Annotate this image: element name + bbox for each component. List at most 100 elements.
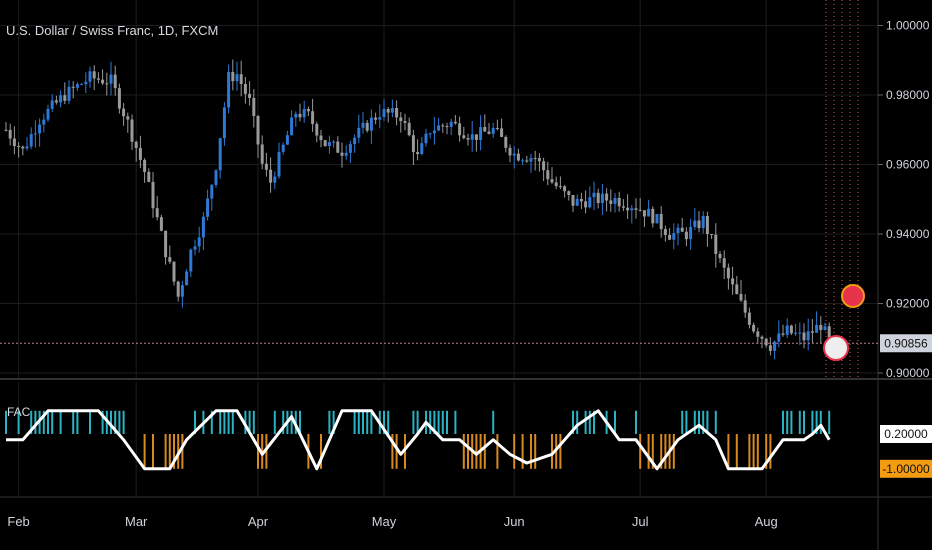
candle-body	[155, 208, 159, 218]
candle-body	[361, 122, 365, 128]
candle-body	[8, 129, 12, 139]
candle-body	[441, 125, 445, 127]
candle-body	[105, 83, 109, 85]
candle-body	[374, 117, 378, 120]
candle-body	[584, 201, 588, 208]
candle-body	[323, 140, 327, 147]
candle-body	[428, 133, 432, 135]
osc-tick-label: -1.00000	[882, 462, 930, 476]
candle-body	[542, 161, 546, 171]
candle-body	[437, 125, 441, 131]
candle-body	[17, 146, 21, 148]
candle-body	[59, 95, 63, 103]
time-axis-label: Mar	[125, 514, 148, 529]
candle-body	[231, 71, 235, 82]
candle-body	[416, 152, 420, 155]
candle-body	[638, 209, 642, 211]
candle-body	[378, 117, 382, 120]
candle-body	[462, 135, 466, 139]
candle-body	[558, 186, 562, 188]
candle-body	[273, 176, 277, 183]
candle-body	[634, 208, 638, 210]
candle-body	[718, 253, 722, 259]
candle-body	[46, 108, 50, 120]
candle-body	[647, 208, 651, 217]
candle-body	[281, 144, 285, 152]
candle-body	[235, 74, 239, 82]
candle-body	[403, 121, 407, 123]
candle-body	[117, 88, 121, 109]
candle-body	[260, 144, 264, 164]
candle-body	[726, 267, 730, 279]
candle-body	[264, 163, 268, 170]
candle-body	[92, 71, 96, 79]
indicator-label: FAC	[7, 405, 31, 419]
candle-body	[101, 79, 105, 84]
candle-body	[432, 130, 436, 134]
candle-body	[197, 237, 201, 247]
candle-body	[12, 138, 16, 147]
candle-body	[67, 86, 71, 101]
candle-body	[609, 200, 613, 204]
price-tick-label: 1.00000	[886, 19, 930, 33]
candle-body	[269, 169, 273, 183]
candle-body	[546, 170, 550, 180]
candle-body	[180, 285, 184, 297]
candle-body	[151, 181, 155, 209]
candle-body	[621, 206, 625, 208]
osc-high-tag	[880, 425, 932, 443]
candle-body	[159, 217, 163, 231]
candle-body	[684, 231, 688, 240]
candle-body	[210, 184, 214, 199]
candle-body	[810, 331, 814, 333]
current-price-tag	[880, 334, 932, 353]
current-price-label: 0.90856	[884, 336, 928, 350]
candle-body	[642, 210, 646, 217]
candle-body	[193, 246, 197, 250]
candle-body	[533, 158, 537, 160]
candle-body	[655, 214, 659, 224]
candle-body	[470, 134, 474, 140]
candle-body	[113, 74, 117, 89]
candle-body	[630, 208, 634, 211]
candle-body	[222, 107, 226, 139]
candle-body	[756, 331, 760, 337]
candle-body	[227, 71, 231, 108]
candle-body	[344, 152, 348, 156]
candle-body	[689, 226, 693, 240]
candle-body	[84, 81, 88, 85]
candle-body	[143, 159, 147, 172]
candle-body	[420, 143, 424, 155]
oscillator-line	[6, 409, 831, 471]
candle-body	[327, 142, 331, 147]
candle-body	[600, 193, 604, 204]
candle-body	[357, 127, 361, 138]
candle-body	[126, 116, 130, 120]
candle-body	[504, 136, 508, 148]
candle-body	[806, 331, 810, 341]
candle-body	[252, 97, 256, 116]
candle-body	[747, 312, 751, 325]
candle-body	[752, 324, 756, 332]
candle-body	[369, 117, 373, 131]
candle-body	[214, 170, 218, 185]
candle-body	[449, 121, 453, 127]
candle-body	[563, 186, 567, 192]
candle-body	[130, 119, 134, 142]
candle-body	[764, 338, 768, 346]
candle-body	[743, 300, 747, 313]
us-flag-icon	[823, 335, 849, 361]
candle-body	[567, 191, 571, 195]
candle-body	[550, 179, 554, 183]
candle-body	[407, 122, 411, 136]
candle-body	[768, 345, 772, 351]
candle-body	[735, 284, 739, 294]
candle-body	[516, 153, 520, 161]
candle-body	[659, 214, 663, 230]
candle-body	[201, 216, 205, 238]
candle-body	[798, 332, 802, 334]
candle-body	[88, 71, 92, 82]
candle-body	[588, 197, 592, 208]
